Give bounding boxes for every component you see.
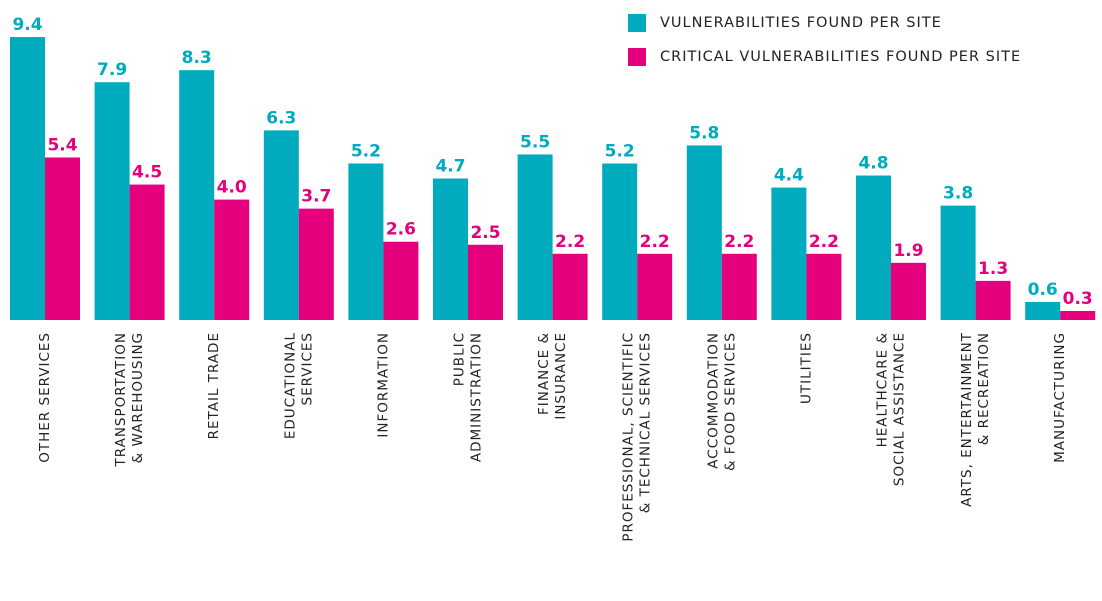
x-tick-label: FINANCE & (536, 332, 552, 415)
x-tick-label: SERVICES (299, 332, 315, 405)
bar (940, 205, 976, 320)
x-tick-label: PROFESSIONAL, SCIENTIFIC (621, 332, 637, 542)
value-label: 2.2 (809, 232, 839, 252)
value-label: 0.3 (1063, 289, 1093, 309)
value-label: 4.0 (217, 178, 247, 198)
value-label: 4.7 (435, 157, 465, 177)
bar (383, 241, 419, 320)
x-tick-label: & RECREATION (976, 332, 992, 445)
bar (686, 145, 722, 320)
bar (179, 70, 215, 320)
value-label: 4.4 (774, 166, 804, 186)
value-label: 3.8 (943, 184, 973, 204)
x-tick-label: INFORMATION (375, 332, 391, 438)
x-tick-label: RETAIL TRADE (206, 332, 222, 439)
x-tick-label: TRANSPORTATION (113, 332, 129, 468)
x-tick-label: UTILITIES (798, 332, 814, 404)
bar (348, 163, 384, 320)
value-label: 8.3 (182, 48, 212, 68)
legend-swatch (628, 48, 646, 66)
value-label: 5.2 (351, 141, 381, 161)
value-label: 0.6 (1028, 280, 1058, 300)
value-label: 5.4 (47, 135, 77, 155)
bar (263, 130, 299, 320)
x-tick-label: ARTS, ENTERTAINMENT (959, 332, 975, 507)
value-label: 5.2 (605, 141, 635, 161)
value-label: 4.8 (858, 154, 888, 174)
bar (975, 280, 1011, 320)
value-label: 1.9 (893, 241, 923, 261)
bar (891, 262, 926, 320)
bar (94, 82, 130, 321)
x-tick-label: & FOOD SERVICES (722, 332, 738, 471)
value-label: 5.5 (520, 132, 550, 152)
bar (1060, 310, 1096, 320)
value-label: 2.6 (386, 220, 416, 240)
bar (298, 208, 334, 320)
value-label: 4.5 (132, 163, 162, 183)
value-label: 2.2 (640, 232, 670, 252)
x-tick-label: HEALTHCARE & (875, 332, 891, 447)
bar (771, 187, 807, 320)
x-tick-label: & TECHNICAL SERVICES (638, 332, 654, 513)
bar (1025, 301, 1061, 320)
value-label: 6.3 (266, 108, 296, 128)
bar (45, 157, 80, 320)
bar (214, 199, 250, 320)
x-tick-label: ADMINISTRATION (469, 332, 485, 462)
bar (806, 253, 842, 320)
bar (10, 37, 45, 321)
legend-label: VULNERABILITIES FOUND PER SITE (660, 15, 942, 31)
x-tick-label: INSURANCE (553, 332, 569, 420)
value-label: 3.7 (301, 187, 331, 207)
bar (129, 184, 165, 320)
bar (856, 175, 891, 320)
x-tick-label: & WAREHOUSING (130, 332, 146, 463)
legend-swatch (628, 14, 646, 32)
bar (721, 253, 757, 320)
x-tick-label: PUBLIC (452, 332, 468, 386)
legend-label: CRITICAL VULNERABILITIES FOUND PER SITE (660, 49, 1021, 65)
value-label: 2.5 (470, 223, 500, 243)
bar (602, 163, 638, 320)
value-label: 2.2 (724, 232, 754, 252)
value-label: 9.4 (12, 15, 42, 35)
value-label: 2.2 (555, 232, 585, 252)
bar (433, 178, 468, 320)
bar (517, 154, 553, 320)
value-label: 5.8 (689, 123, 719, 143)
x-tick-label: OTHER SERVICES (37, 332, 53, 463)
bar (468, 244, 503, 320)
bar (637, 253, 673, 320)
x-tick-label: ACCOMMODATION (705, 332, 721, 469)
x-tick-label: EDUCATIONAL (282, 332, 298, 439)
x-tick-label: MANUFACTURING (1052, 332, 1068, 463)
value-label: 7.9 (97, 60, 127, 80)
bar (552, 253, 588, 320)
value-label: 1.3 (978, 259, 1008, 279)
x-tick-label: SOCIAL ASSISTANCE (892, 332, 908, 486)
